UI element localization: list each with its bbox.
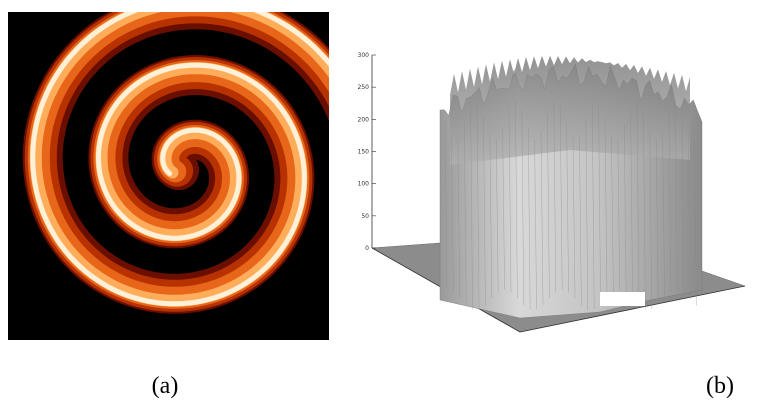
z-tick-label: 150 xyxy=(358,149,370,156)
z-tick-label: 100 xyxy=(358,181,370,188)
panel-label: (a) xyxy=(152,373,179,399)
panel-b-plot: 300 250 200 150 100 50 0 xyxy=(358,52,745,332)
panel-a-image xyxy=(8,0,370,340)
surface-gap xyxy=(600,292,645,306)
z-tick-label: 250 xyxy=(358,84,370,91)
figure: 300 250 200 150 100 50 0 (a) (b) xyxy=(0,0,781,412)
surface-top xyxy=(450,56,690,165)
z-tick-label: 200 xyxy=(358,116,370,123)
z-tick-label: 50 xyxy=(361,213,369,220)
z-tick-label: 300 xyxy=(358,52,370,59)
panel-label: (b) xyxy=(706,373,734,399)
z-tick-label: 0 xyxy=(365,245,369,252)
